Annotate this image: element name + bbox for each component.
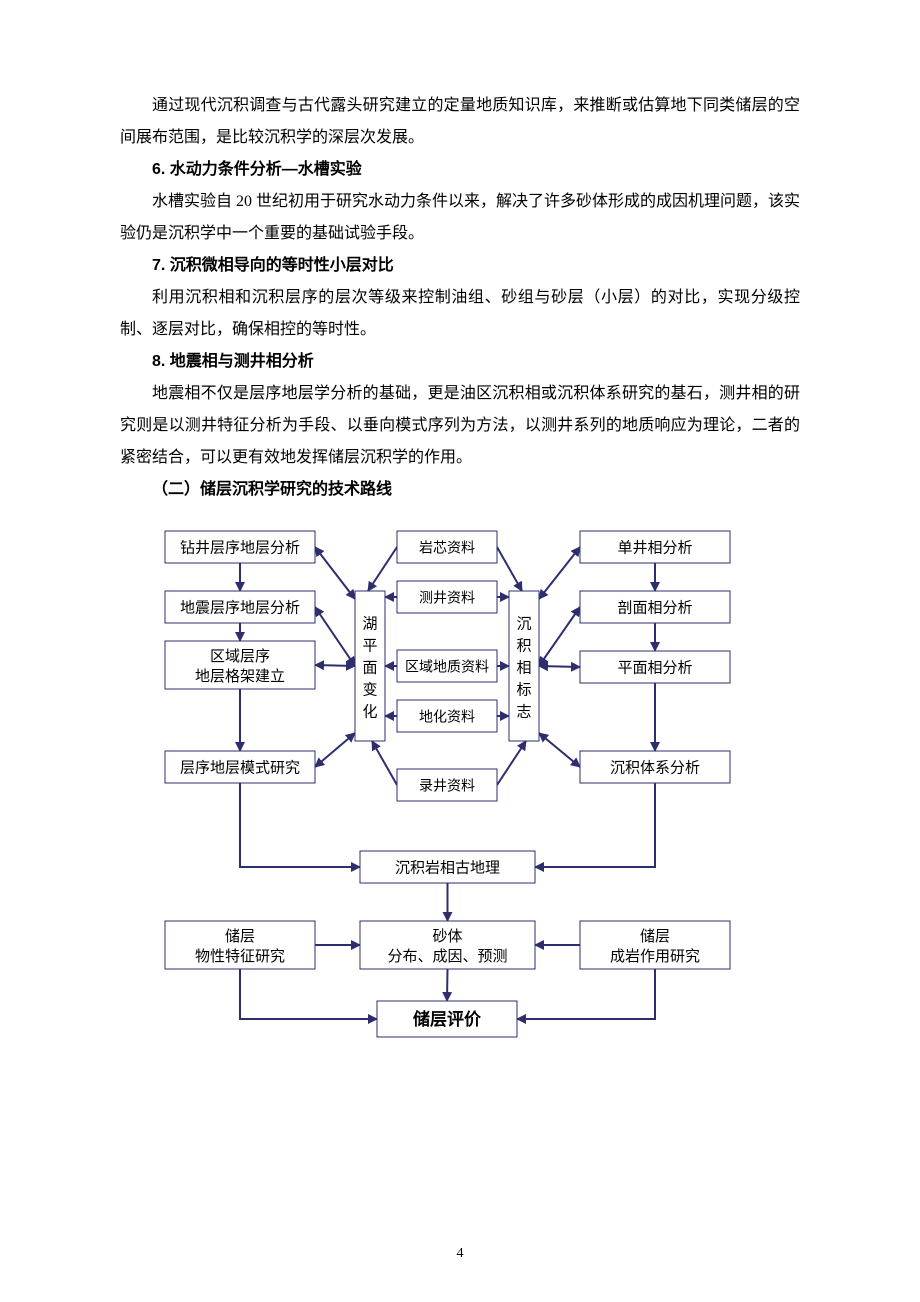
- flow-node: 沉积体系分析: [580, 751, 730, 783]
- flow-arrow: [240, 783, 360, 867]
- flow-node: 地震层序地层分析: [165, 591, 315, 623]
- flow-arrow: [240, 969, 377, 1019]
- flow-arrow: [539, 607, 580, 666]
- flow-arrow: [315, 733, 355, 767]
- flow-arrow: [539, 666, 580, 667]
- svg-text:岩芯资料: 岩芯资料: [419, 540, 475, 556]
- flow-arrow: [368, 547, 397, 591]
- flow-node: 岩芯资料: [397, 531, 497, 563]
- svg-text:钻井层序地层分析: 钻井层序地层分析: [180, 539, 300, 556]
- flowchart-svg: 岩芯资料测井资料区域地质资料地化资料录井资料 湖平面变化 沉积相标志 钻井层序地层分析…: [160, 526, 760, 1066]
- flow-node: 钻井层序地层分析: [165, 531, 315, 563]
- svg-text:测井资料: 测井资料: [419, 590, 475, 606]
- flowchart: 岩芯资料测井资料区域地质资料地化资料录井资料 湖平面变化 沉积相标志 钻井层序地层分析…: [160, 526, 760, 1066]
- flow-arrow: [315, 547, 355, 599]
- svg-text:层序地层模式研究: 层序地层模式研究: [180, 759, 300, 776]
- page: 通过现代沉积调查与古代露头研究建立的定量地质知识库，来推断或估算地下同类储层的空…: [0, 0, 920, 1302]
- flow-arrow: [539, 733, 580, 767]
- paragraph-1: 通过现代沉积调查与古代露头研究建立的定量地质知识库，来推断或估算地下同类储层的空…: [120, 90, 800, 154]
- flow-node: 地化资料: [397, 700, 497, 732]
- flow-node: 沉积岩相古地理: [360, 851, 535, 883]
- svg-text:单井相分析: 单井相分析: [617, 539, 692, 556]
- heading-6: 6. 水动力条件分析—水槽实验: [120, 154, 800, 186]
- flow-node: 砂体分布、成因、预测: [360, 921, 535, 969]
- flow-node: 测井资料: [397, 581, 497, 613]
- svg-text:地化资料: 地化资料: [419, 709, 475, 725]
- flow-node: 储层成岩作用研究: [580, 921, 730, 969]
- heading-8: 8. 地震相与测井相分析: [120, 346, 800, 378]
- flow-arrow: [497, 741, 526, 785]
- flow-node: 单井相分析: [580, 531, 730, 563]
- page-number: 4: [0, 1246, 920, 1262]
- svg-text:录井资料: 录井资料: [419, 778, 475, 794]
- flow-arrow: [447, 969, 448, 1001]
- flow-node: 平面相分析: [580, 651, 730, 683]
- svg-text:剖面相分析: 剖面相分析: [617, 599, 692, 616]
- flow-node: 沉积相标志: [509, 591, 539, 741]
- flow-arrow: [535, 783, 655, 867]
- flow-arrow: [539, 547, 580, 599]
- svg-text:沉积岩相古地理: 沉积岩相古地理: [395, 859, 500, 876]
- flow-node: 湖平面变化: [355, 591, 385, 741]
- heading-section-2: （二）储层沉积学研究的技术路线: [120, 474, 800, 506]
- svg-text:湖平面变化: 湖平面变化: [362, 616, 377, 721]
- flow-arrow: [372, 741, 397, 785]
- flow-node: 储层评价: [377, 1001, 517, 1037]
- svg-text:储层评价: 储层评价: [413, 1009, 482, 1029]
- svg-text:沉积相标志: 沉积相标志: [516, 616, 531, 721]
- flow-node: 剖面相分析: [580, 591, 730, 623]
- svg-text:地震层序地层分析: 地震层序地层分析: [180, 599, 300, 616]
- svg-text:平面相分析: 平面相分析: [617, 659, 692, 676]
- paragraph-3: 利用沉积相和沉积层序的层次等级来控制油组、砂组与砂层（小层）的对比，实现分级控制…: [120, 282, 800, 346]
- flow-node: 区域层序地层格架建立: [165, 641, 315, 689]
- flow-arrow: [497, 547, 522, 591]
- flow-node: 录井资料: [397, 769, 497, 801]
- svg-text:区域地质资料: 区域地质资料: [405, 659, 489, 675]
- paragraph-2: 水槽实验自 20 世纪初用于研究水动力条件以来，解决了许多砂体形成的成因机理问题…: [120, 186, 800, 250]
- heading-7: 7. 沉积微相导向的等时性小层对比: [120, 250, 800, 282]
- flow-node: 层序地层模式研究: [165, 751, 315, 783]
- paragraph-4: 地震相不仅是层序地层学分析的基础，更是油区沉积相或沉积体系研究的基石，测井相的研…: [120, 378, 800, 474]
- flow-node: 储层物性特征研究: [165, 921, 315, 969]
- flow-arrow: [517, 969, 655, 1019]
- svg-text:沉积体系分析: 沉积体系分析: [610, 759, 700, 776]
- flow-arrow: [315, 607, 355, 666]
- flow-node: 区域地质资料: [397, 650, 497, 682]
- flow-arrow: [315, 665, 355, 666]
